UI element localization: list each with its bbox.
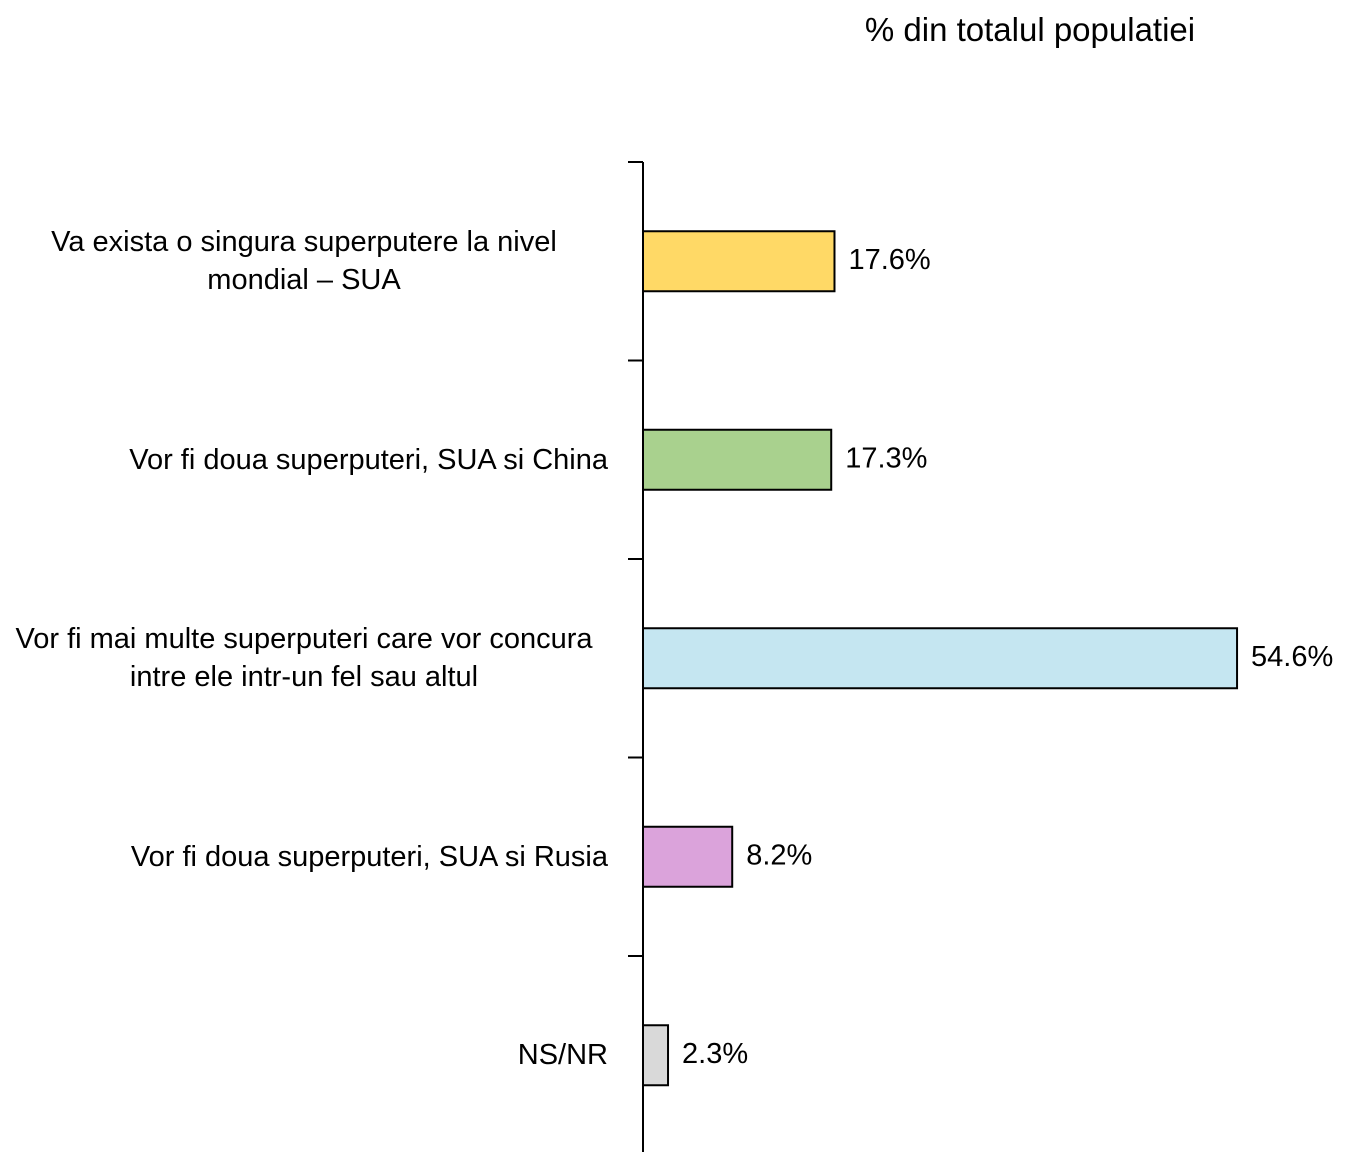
value-label: 54.6% xyxy=(1251,641,1333,673)
value-label: 17.3% xyxy=(845,442,927,474)
category-label: Va exista o singura superputere la nivel… xyxy=(51,226,557,297)
category-label: NS/NR xyxy=(517,1039,608,1072)
category-label: Vor fi mai multe superputeri care vor co… xyxy=(15,623,593,694)
bar xyxy=(642,428,833,491)
category-label: Vor fi doua superputeri, SUA si Rusia xyxy=(130,840,608,873)
value-label: 2.3% xyxy=(682,1038,748,1070)
chart-title: % din totalul populatiei xyxy=(864,11,1196,48)
bar xyxy=(642,230,836,293)
value-label: 17.6% xyxy=(848,244,930,276)
category-label: Vor fi doua superputeri, SUA si China xyxy=(129,443,608,476)
value-label: 8.2% xyxy=(746,839,812,871)
bar xyxy=(642,825,734,888)
bar xyxy=(642,1024,670,1087)
bar xyxy=(642,627,1239,690)
